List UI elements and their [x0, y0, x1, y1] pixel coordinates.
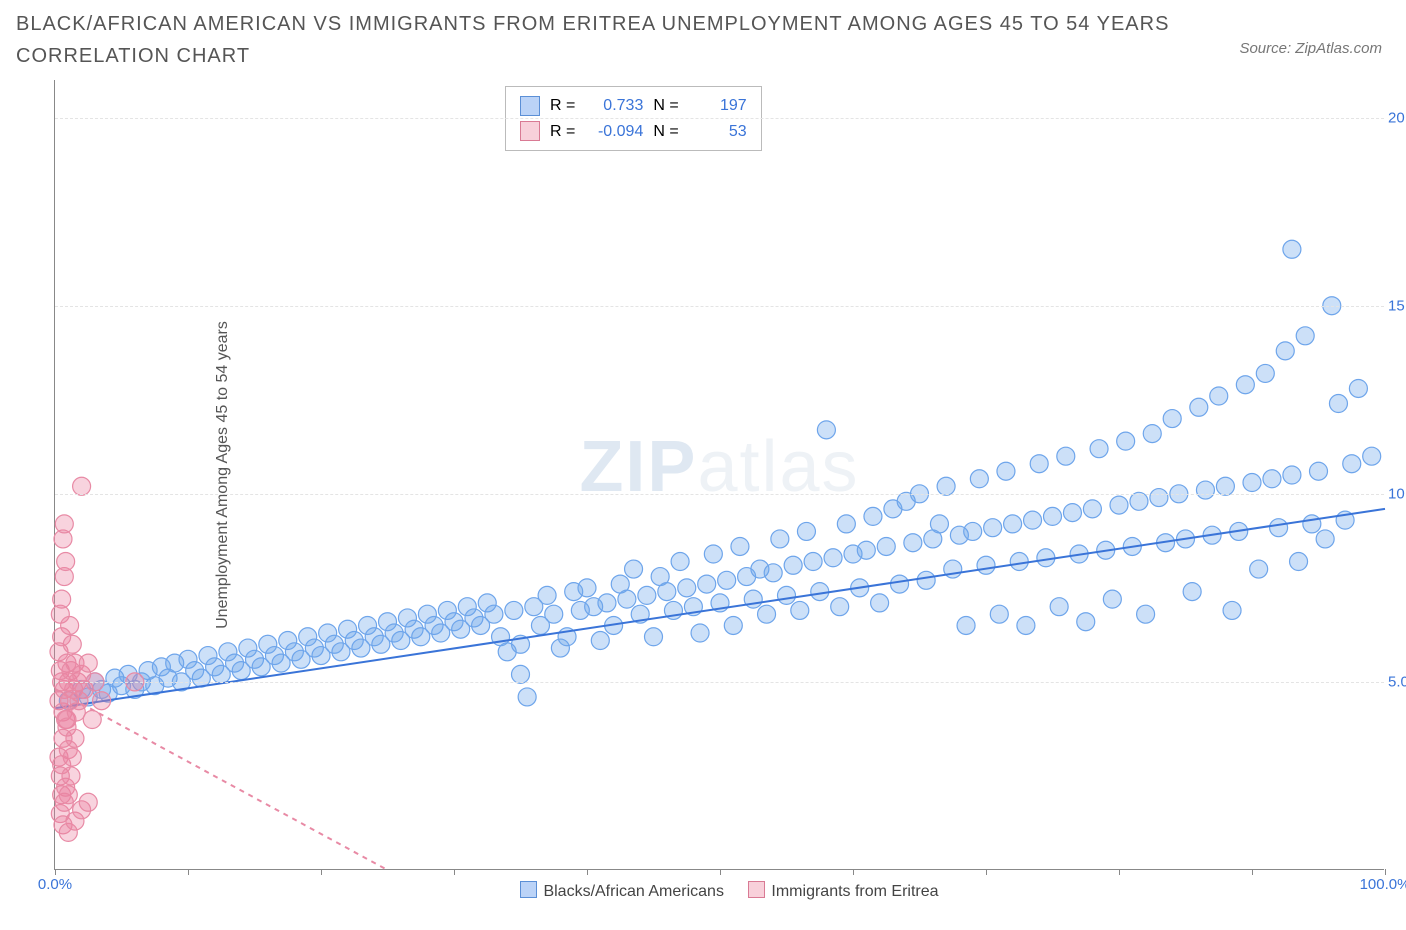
chart-title: BLACK/AFRICAN AMERICAN VS IMMIGRANTS FRO…	[16, 8, 1266, 72]
y-tick-label: 20.0%	[1388, 109, 1406, 126]
x-tick-label: 0.0%	[38, 876, 72, 893]
source-attribution: Source: ZipAtlas.com	[1239, 40, 1382, 57]
legend-swatch-blue	[520, 881, 537, 898]
series-legend: Blacks/African Americans Immigrants from…	[55, 881, 1384, 901]
y-tick-label: 5.0%	[1388, 673, 1406, 690]
y-tick-label: 10.0%	[1388, 485, 1406, 502]
y-tick-label: 15.0%	[1388, 297, 1406, 314]
x-tick-label: 100.0%	[1360, 876, 1406, 893]
plot-svg	[55, 80, 1384, 869]
scatter-plot: Unemployment Among Ages 45 to 54 years Z…	[54, 80, 1384, 870]
legend-swatch-pink	[748, 881, 765, 898]
